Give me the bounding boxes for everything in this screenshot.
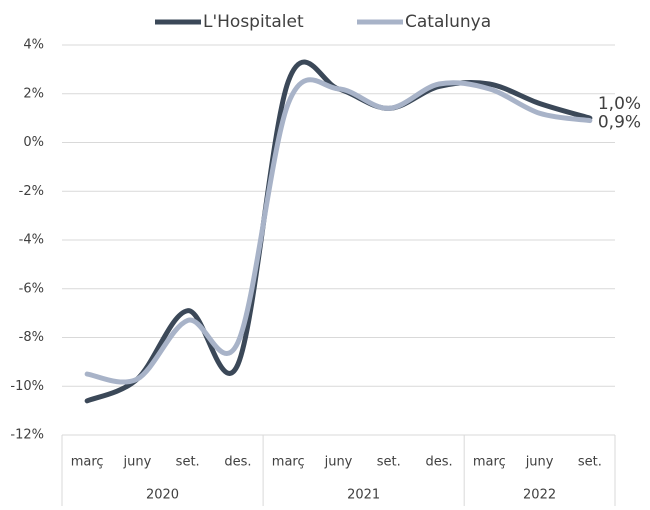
y-tick-label: -2% xyxy=(19,184,44,199)
x-tick-label: març xyxy=(473,455,506,470)
y-tick-label: 4% xyxy=(23,38,44,53)
x-tick-label: juny xyxy=(525,455,554,470)
x-group-label: 2021 xyxy=(347,488,380,503)
series-line xyxy=(84,77,593,385)
data-label: 1,0% xyxy=(598,94,641,114)
legend-label: L'Hospitalet xyxy=(203,12,304,32)
y-tick-label: 2% xyxy=(23,86,44,101)
x-tick-label: set. xyxy=(176,455,200,470)
data-label: 0,9% xyxy=(598,113,641,133)
y-tick-label: -10% xyxy=(10,379,44,394)
x-tick-label: des. xyxy=(224,455,251,470)
x-group-label: 2020 xyxy=(146,488,179,503)
x-tick-label: març xyxy=(71,455,104,470)
x-tick-label: juny xyxy=(324,455,353,470)
y-tick-label: -8% xyxy=(19,330,44,345)
x-tick-label: set. xyxy=(578,455,602,470)
x-tick-label: des. xyxy=(425,455,452,470)
y-tick-label: -6% xyxy=(19,281,44,296)
x-tick-label: juny xyxy=(123,455,152,470)
legend-label: Catalunya xyxy=(405,12,491,32)
series-line xyxy=(84,59,593,404)
x-tick-label: set. xyxy=(377,455,401,470)
y-tick-label: 0% xyxy=(23,135,44,150)
y-tick-label: -12% xyxy=(10,428,44,443)
x-group-label: 2022 xyxy=(523,488,556,503)
y-tick-label: -4% xyxy=(19,233,44,248)
x-tick-label: març xyxy=(272,455,305,470)
